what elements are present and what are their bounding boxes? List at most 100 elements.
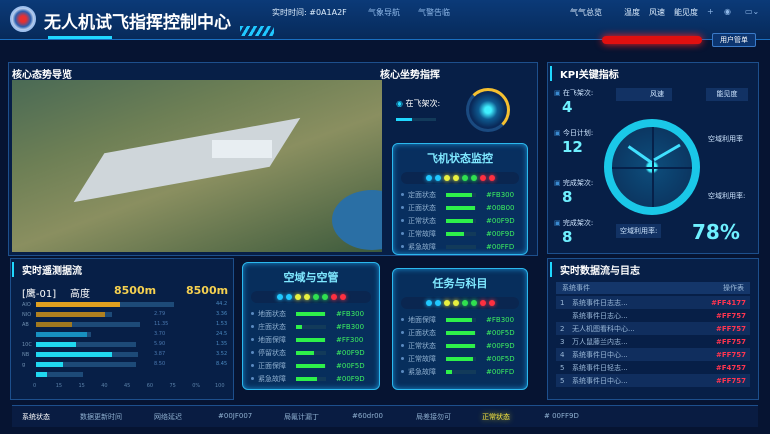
log-row[interactable]: 2 无人机图看科中心... #FF757 xyxy=(556,322,750,335)
status-row: 正面保障 #00F5D xyxy=(243,359,379,372)
bullet-icon xyxy=(251,364,254,367)
footer-item[interactable]: #00JF007 xyxy=(218,412,253,420)
log-index: 2 xyxy=(560,324,565,333)
led-icon xyxy=(312,294,319,300)
axis-tick: 40 xyxy=(101,383,108,389)
square-icon: ▣ xyxy=(554,89,563,97)
log-row[interactable]: 5 系统事件日轻志... #F4757 xyxy=(556,361,750,374)
in-flight-text: 在飞架次: xyxy=(405,99,441,108)
status-label: 定面状态 xyxy=(408,190,436,199)
bar-label: g xyxy=(22,362,26,368)
status-row: 定面状态 #FB300 xyxy=(393,188,527,201)
command-title: 核心坐势指挥 xyxy=(380,70,440,81)
led-icon xyxy=(461,175,468,181)
dial-hand xyxy=(627,145,653,164)
status-bar xyxy=(446,231,476,236)
nav-visibility[interactable]: 能见度 xyxy=(674,8,698,17)
led-icon xyxy=(276,294,283,300)
util-label-2: 空域利用率: xyxy=(708,192,746,200)
log-row[interactable]: 4 系统事件日中心... #FF757 xyxy=(556,348,750,361)
footer-item[interactable]: # 00FF9D xyxy=(544,412,579,420)
status-label: 正面状态 xyxy=(408,328,436,337)
bullet-icon xyxy=(401,318,404,321)
aircraft-id: [鹰-01] xyxy=(22,289,57,300)
status-value: #00FFD xyxy=(486,242,515,251)
footer-item[interactable]: 网络延迟 xyxy=(154,413,182,421)
mission-card: 任务与科目 地面保障 #FB300 正面状态 #00F5D 正常状态 #00F9D 正常故障… xyxy=(392,268,528,390)
nav-wind[interactable]: 风速 xyxy=(649,8,665,17)
footer-item[interactable]: #60dr00 xyxy=(352,412,384,420)
status-row: 地面状态 #FB300 xyxy=(243,307,379,320)
status-row: 正面状态 #00F5D xyxy=(393,326,527,339)
status-leds xyxy=(251,291,371,303)
plus-icon[interactable]: + xyxy=(707,7,714,16)
status-bar xyxy=(446,244,476,249)
nav-alert[interactable]: 气警告临 xyxy=(418,8,450,17)
log-row[interactable]: 5 系统事件日中心... #FF757 xyxy=(556,374,750,387)
square-icon: ▣ xyxy=(554,129,563,137)
led-icon xyxy=(321,294,328,300)
status-bar-fill xyxy=(446,330,475,335)
screen-icon[interactable]: ▭⌄ xyxy=(745,7,760,16)
kpi-title: KPI关键指标 xyxy=(550,66,619,81)
status-value: #00F5D xyxy=(336,361,365,370)
core-title: 核心态势导览 xyxy=(12,70,72,81)
user-menu-button[interactable]: 用户管单 xyxy=(712,33,756,47)
status-label: 正常状态 xyxy=(408,216,436,225)
status-value: #00F9D xyxy=(486,341,515,350)
led-icon xyxy=(425,175,432,181)
radio-dot-icon: ◉ xyxy=(396,99,406,108)
log-row[interactable]: 3 万人鼠藤兰内志... #FF757 xyxy=(556,335,750,348)
status-bar-fill xyxy=(446,317,472,322)
telemetry-axis: 0 15 15 40 45 60 75 0% 100 xyxy=(33,383,225,391)
aircraft-card-title: 飞机状态监控 xyxy=(427,152,493,165)
bar-value-2: 3.52 xyxy=(216,351,228,357)
wind-tab[interactable]: 风速 xyxy=(616,88,672,101)
nav-weather-total[interactable]: 气气总览 xyxy=(570,8,602,17)
lake xyxy=(332,190,382,250)
log-row[interactable]: 系统事件日志心... #FF757 xyxy=(556,309,750,322)
nav-temp[interactable]: 温度 xyxy=(624,8,640,17)
log-header: 系统事件 操作表 xyxy=(556,282,750,294)
status-bar-fill xyxy=(296,337,325,342)
footer-item[interactable]: 局氟计漏丁 xyxy=(284,413,319,421)
log-text: 系统事件日志心... xyxy=(572,311,628,320)
airspace-card: 空域与空管 地面状态 #FB300 庄面状态 #FB300 地面保障 #FF300 停留状态… xyxy=(242,262,380,390)
status-leds xyxy=(401,172,519,184)
footer-item[interactable]: 正常状态 xyxy=(482,413,510,421)
bar-value-1: 2.79 xyxy=(154,311,166,317)
bullet-icon xyxy=(251,351,254,354)
bullet-icon xyxy=(401,232,404,235)
bar-fill xyxy=(36,302,120,307)
kpi-value: 8 xyxy=(562,188,573,206)
status-bar xyxy=(446,369,476,374)
led-icon xyxy=(443,300,450,306)
status-row: 紧急故障 #00FFD xyxy=(393,365,527,378)
mission-card-title: 任务与科目 xyxy=(432,277,488,290)
status-label: 正常故障 xyxy=(408,229,436,238)
footer-item[interactable]: 系统状态 xyxy=(22,413,50,421)
status-bar-fill xyxy=(446,205,475,210)
visibility-tab[interactable]: 能见度 xyxy=(706,88,748,101)
settings-icon[interactable]: ◉ xyxy=(724,7,731,16)
bullet-icon xyxy=(251,338,254,341)
log-row[interactable]: 1 系统事件日志志... #FF4177 xyxy=(556,296,750,309)
status-value: #00F9D xyxy=(336,348,365,357)
status-row: 正常状态 #00F9D xyxy=(393,214,527,227)
kpi-label: ▣ 完成架次: xyxy=(554,218,593,228)
nav-weather[interactable]: 气象导航 xyxy=(368,8,400,17)
footer-item[interactable]: 局差接勿可 xyxy=(416,413,451,421)
bullet-icon xyxy=(251,312,254,315)
log-text: 万人鼠藤兰内志... xyxy=(572,337,628,346)
footer-item[interactable]: 数据更新时间 xyxy=(80,413,122,421)
kpi-label: ▣ 今日计划: xyxy=(554,128,593,138)
bar-track xyxy=(36,322,140,327)
led-icon xyxy=(434,300,441,306)
log-list: 1 系统事件日志志... #FF4177 系统事件日志心... #FF757 2 无人机图看… xyxy=(556,296,750,387)
status-bar xyxy=(446,218,476,223)
telemetry-title: 实时遥测据流 xyxy=(12,262,82,277)
status-bar-fill xyxy=(296,350,314,355)
kpi-label-text: 完成架次: xyxy=(562,179,594,187)
aircraft-status-card: 飞机状态监控 定面状态 #FB300 正面状态 #00B00 正常状态 #00F9D 正常故… xyxy=(392,143,528,255)
status-bar-fill xyxy=(296,311,325,316)
